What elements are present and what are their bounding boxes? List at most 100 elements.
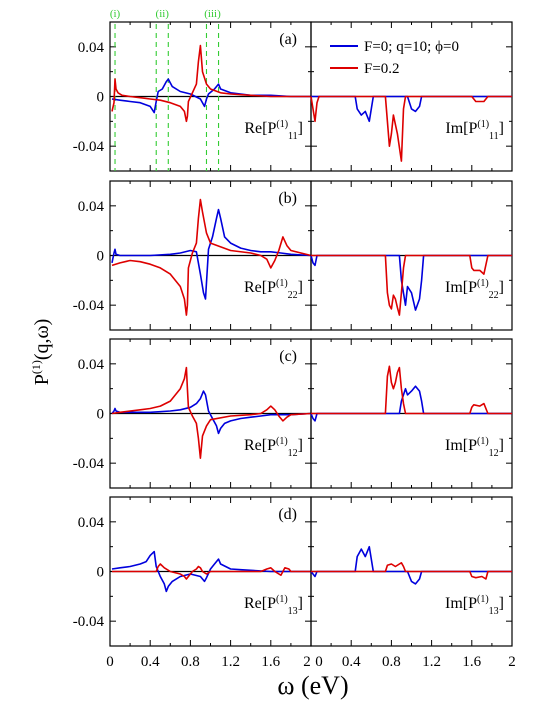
panel-label-part-1: (1) bbox=[276, 594, 288, 605]
x-axis-label: ω (eV) bbox=[277, 671, 348, 700]
panel-label: Im[P(1)12] bbox=[445, 436, 504, 459]
region-marker-label: (iii) bbox=[204, 8, 221, 20]
y-tick-label: 0 bbox=[97, 407, 105, 423]
panel-label-part-0: Re[P bbox=[244, 279, 276, 296]
x-tick-label: 1.6 bbox=[462, 654, 481, 670]
x-tick-label: 1.2 bbox=[221, 654, 240, 670]
panel-3-right: Im[P(1)12] bbox=[310, 338, 513, 489]
series-line-f02 bbox=[311, 365, 512, 415]
panel-3-left: 0.04 0 -0.04 Re[P(1)12] (c) bbox=[73, 338, 312, 489]
panel-label: Im[P(1)13] bbox=[445, 594, 504, 617]
panel-label-part-3: ] bbox=[499, 437, 504, 454]
panel-label-part-2: 22 bbox=[288, 290, 298, 301]
y-tick-label: 0.04 bbox=[78, 357, 105, 373]
x-tick-label: 0 bbox=[106, 654, 114, 670]
y-axis-label-main: P bbox=[31, 374, 53, 385]
panel-label-part-1: (1) bbox=[477, 436, 489, 447]
panel-label-part-0: Re[P bbox=[244, 437, 276, 454]
y-axis-label: P(1)(q,ω) bbox=[29, 319, 53, 386]
series-line-f02 bbox=[112, 563, 311, 580]
panel-label-part-3: ] bbox=[499, 595, 504, 612]
series-line-f0 bbox=[311, 95, 512, 123]
panel-4-right: Im[P(1)13] bbox=[310, 496, 513, 647]
panel-2-right: Im[P(1)22] bbox=[310, 180, 513, 331]
series-line-f0 bbox=[111, 550, 311, 593]
x-tick-label: 0.4 bbox=[342, 654, 361, 670]
panel-label-part-0: Im[P bbox=[445, 120, 477, 137]
x-tick-label: 0.4 bbox=[141, 654, 160, 670]
x-tick-label: 2 bbox=[508, 654, 516, 670]
x-tick-label: 0 bbox=[315, 654, 323, 670]
series-line-f0 bbox=[111, 78, 311, 114]
y-tick-label: 0.04 bbox=[78, 515, 105, 531]
region-marker-label: (ii) bbox=[156, 8, 170, 20]
panel-label: Im[P(1)22] bbox=[445, 278, 504, 301]
y-tick-label: -0.04 bbox=[73, 614, 105, 630]
panel-label-part-3: ] bbox=[298, 120, 303, 137]
series-line-f02 bbox=[310, 95, 512, 162]
panel-label-part-2: 22 bbox=[489, 290, 499, 301]
series-line-f02 bbox=[111, 366, 312, 459]
panel-1-right: Im[P(1)11] bbox=[310, 21, 513, 172]
panel-label: Re[P(1)12] bbox=[244, 436, 303, 459]
panel-label: Im[P(1)11] bbox=[445, 119, 504, 142]
legend-entry: F=0.2 bbox=[364, 61, 400, 77]
series-line-f02 bbox=[311, 562, 512, 580]
series-line-f0 bbox=[310, 545, 512, 585]
panel-label-part-2: 13 bbox=[489, 606, 499, 617]
panel-label-part-1: (1) bbox=[477, 119, 489, 130]
panel-label-part-1: (1) bbox=[276, 278, 288, 289]
y-axis-label-args: (q,ω) bbox=[31, 319, 53, 360]
legend: F=0; q=10; ϕ=0 F=0.2 bbox=[330, 39, 459, 77]
panel-label-part-0: Im[P bbox=[445, 595, 477, 612]
panel-label: Re[P(1)13] bbox=[244, 594, 303, 617]
y-tick-label: 0.04 bbox=[78, 199, 105, 215]
y-tick-label: 0.04 bbox=[78, 40, 105, 56]
x-tick-label: 1.6 bbox=[261, 654, 280, 670]
series-line-f0 bbox=[111, 208, 312, 300]
region-marker-label: (i) bbox=[110, 8, 121, 20]
panel-label-part-2: 12 bbox=[489, 448, 499, 459]
x-tick-label: 0.8 bbox=[181, 654, 200, 670]
y-tick-label: 0 bbox=[97, 565, 105, 581]
x-tick-label: 2 bbox=[303, 654, 311, 670]
panels: 0.040-0.04(i) (ii) (iii)Re[P(1)11](a)Im[P(… bbox=[73, 8, 516, 670]
y-tick-label: -0.04 bbox=[73, 139, 105, 155]
panel-letter: (a) bbox=[279, 31, 297, 48]
panel-label-part-3: ] bbox=[499, 120, 504, 137]
panel-label-part-1: (1) bbox=[477, 278, 489, 289]
panel-label-part-1: (1) bbox=[276, 119, 288, 130]
panel-label: Re[P(1)22] bbox=[244, 278, 303, 301]
panel-label-part-1: (1) bbox=[276, 436, 288, 447]
panel-label-part-2: 13 bbox=[288, 606, 298, 617]
y-tick-label: 0 bbox=[97, 249, 105, 265]
panel-letter: (b) bbox=[278, 190, 297, 207]
panel-label-part-1: (1) bbox=[477, 594, 489, 605]
y-tick-label: -0.04 bbox=[73, 456, 105, 472]
y-axis-label-sup: (1) bbox=[29, 360, 43, 374]
y-tick-label: 0 bbox=[97, 90, 105, 106]
panel-1-left: 0.04 0 -0.04 (i) (ii) (iii) Re[P(1)11] (a) bbox=[73, 8, 312, 172]
panel-label: Re[P(1)11] bbox=[244, 119, 303, 142]
series-line-f02 bbox=[111, 44, 311, 123]
panel-label-part-3: ] bbox=[298, 595, 303, 612]
panel-label-part-2: 11 bbox=[288, 131, 298, 142]
panel-4-left: 0.04 0 -0.04 Re[P(1)13] (d) bbox=[73, 496, 312, 647]
series-line-f0 bbox=[310, 254, 512, 311]
series-line-f0 bbox=[310, 385, 512, 422]
legend-entry: F=0; q=10; ϕ=0 bbox=[364, 39, 459, 55]
panel-letter: (d) bbox=[278, 506, 297, 523]
panel-label-part-0: Re[P bbox=[244, 595, 276, 612]
series-line-f02 bbox=[111, 198, 312, 316]
series-line-f0 bbox=[111, 390, 312, 435]
panel-label-part-3: ] bbox=[298, 437, 303, 454]
panel-label-part-3: ] bbox=[499, 279, 504, 296]
panel-label-part-0: Im[P bbox=[445, 437, 477, 454]
series-line-f02 bbox=[311, 254, 512, 316]
x-tick-label: 0.8 bbox=[382, 654, 401, 670]
x-tick-label: 1.2 bbox=[422, 654, 441, 670]
panel-letter: (c) bbox=[279, 348, 297, 365]
panel-2-left: 0.04 0 -0.04 Re[P(1)22] (b) bbox=[73, 180, 312, 331]
panel-label-part-0: Re[P bbox=[244, 120, 276, 137]
